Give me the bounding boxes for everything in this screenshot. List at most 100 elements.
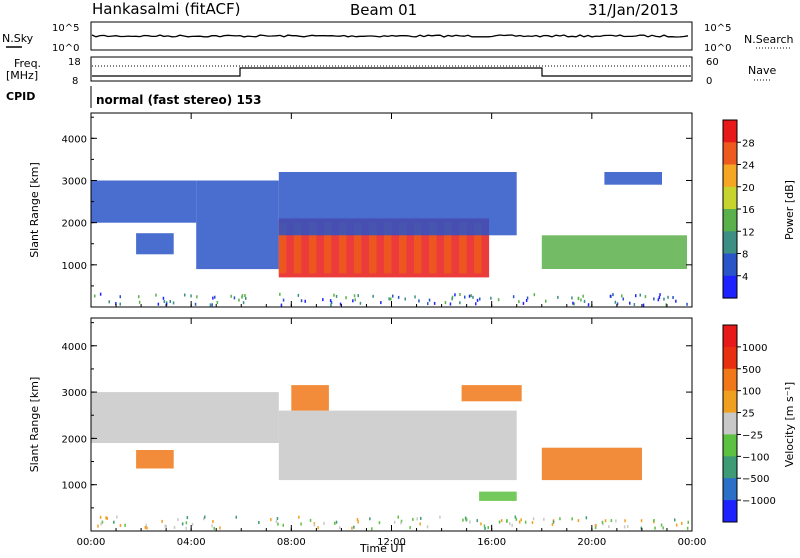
speckle [427,302,429,306]
speckle [279,292,281,296]
speckle [660,523,663,527]
speckle [203,517,205,521]
speckle [531,521,534,525]
speckle [659,293,661,297]
speckle [191,522,194,526]
speckle [633,303,636,306]
speckle [163,300,166,303]
power-stripe [459,222,467,274]
colorbar-segment [723,209,737,232]
colorbar-segment [723,325,737,348]
speckle [258,521,260,524]
speckle [313,523,316,527]
y-tick-label: 1000 [62,261,87,272]
speckle [238,298,240,302]
colorbar-segment [723,456,737,479]
colorbar-tick-label: 25 [742,409,755,420]
speckle [242,301,245,305]
beam-label: Beam 01 [350,1,417,19]
speckle [587,303,590,307]
speckle [323,521,325,525]
speckle [419,522,421,526]
speckle [119,524,122,527]
y-tick-label: 3000 [62,388,87,399]
speckle [300,522,302,526]
freq-line [92,67,691,77]
speckle [642,303,645,307]
colorbar-segment [723,390,737,414]
speckle [468,294,471,298]
speckle [145,523,147,527]
power-panel: 1000 2000 3000 4000 Slant Range [km] 4 8 12 16 20… [28,112,796,308]
speckle [352,299,354,303]
speckle [674,518,676,522]
speckle [583,299,586,303]
power-stripe [323,222,332,274]
power-stripe [353,222,362,274]
speckle [397,295,400,299]
speckle [500,519,503,523]
speckle [518,520,521,524]
speckle [552,520,555,524]
colorbar-tick-label: 24 [742,161,755,172]
speckle [282,298,285,302]
colorbar-tick-label: 16 [742,205,755,216]
speckle [667,295,669,299]
speckle [582,294,584,298]
speckle [155,293,157,297]
speckle [186,516,189,520]
speckle [213,526,215,530]
speckle [297,293,300,297]
speckle [276,517,279,520]
speckle [372,294,374,298]
velocity-panel: 1000 2000 3000 4000 Slant Range [km] 00:00 04:… [28,317,796,548]
speckle [357,294,359,298]
speckle [615,519,617,523]
speckle [522,301,525,305]
speckle [595,524,597,527]
noise-tick-top-right: 10^5 [704,23,731,34]
speckle [230,294,232,298]
nave-label: Nave [748,64,776,77]
speckle [359,301,362,305]
speckle [654,526,656,530]
speckle [577,296,580,300]
speckle [157,302,160,306]
power-stripe [308,222,317,274]
speckle [653,519,655,522]
speckle [300,299,303,303]
speckle [138,295,140,299]
colorbar-tick-label: 20 [742,183,755,194]
speckle [400,521,402,525]
speckle [675,523,678,527]
speckle [512,295,515,299]
speckle [602,522,604,526]
speckle [393,520,396,524]
speckle [612,293,614,297]
speckle [335,294,338,298]
speckle [282,523,284,527]
speckle [624,519,626,523]
colorbar-segment [723,434,737,457]
speckle [94,294,96,298]
speckle [557,295,559,299]
nsky-label: N.Sky [2,32,34,45]
speckle [317,526,319,530]
speckle [119,302,121,306]
speckle [184,293,186,297]
speckle [99,292,102,296]
speckle [194,302,197,306]
speckle [345,296,347,300]
speckle [241,294,244,298]
speckle [173,525,176,529]
speckle [484,526,486,530]
speckle [439,515,441,519]
speckle [571,296,573,300]
x-tick-label: 00:00 [678,537,707,548]
speckle [451,297,453,301]
speckle [211,303,213,307]
speckle [380,301,382,305]
speckle [681,521,683,525]
speckle [601,520,604,524]
speckle [520,518,522,522]
